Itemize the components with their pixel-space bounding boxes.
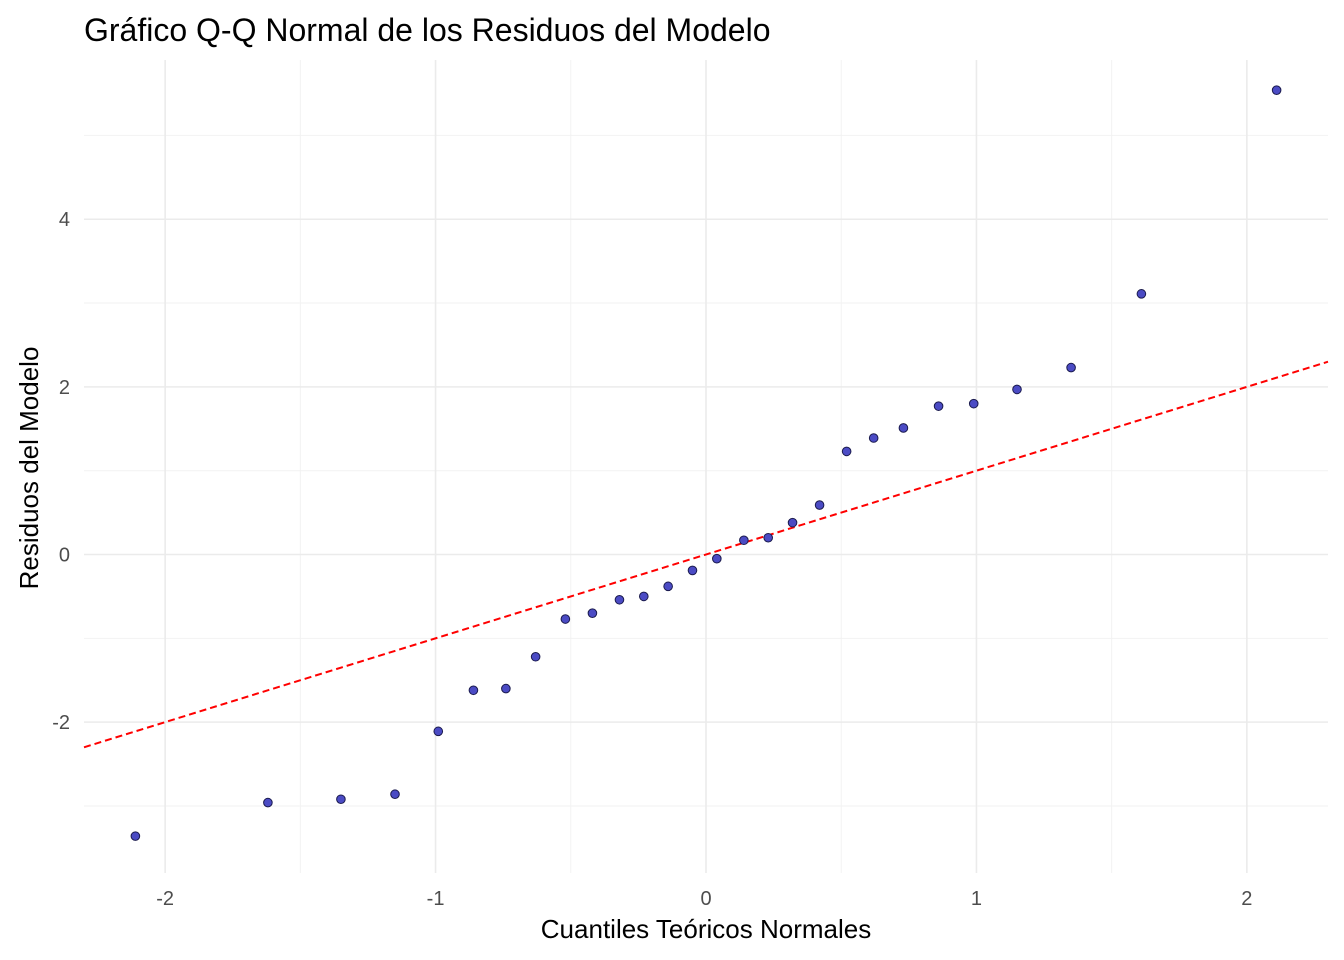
x-tick-label: -1 — [427, 888, 445, 910]
data-point — [763, 532, 774, 543]
data-point — [614, 594, 625, 605]
data-point — [468, 685, 479, 696]
x-tick-label: -2 — [156, 888, 174, 910]
data-point — [933, 401, 944, 411]
reference-line-group — [83, 360, 1329, 749]
x-axis-title: Cuantiles Teóricos Normales — [541, 914, 871, 944]
y-axis-ticks: -2 0 2 4 — [52, 209, 70, 734]
data-point — [868, 433, 879, 443]
x-tick-label: 2 — [1241, 888, 1252, 910]
data-points — [130, 85, 1282, 841]
data-point — [530, 651, 541, 662]
data-point — [390, 789, 400, 800]
y-axis-title: Residuos del Modelo — [14, 347, 44, 590]
data-point — [639, 591, 649, 602]
y-tick-label: 4 — [59, 209, 70, 231]
data-point — [841, 446, 852, 457]
data-point — [663, 581, 673, 592]
data-point — [787, 517, 798, 528]
data-point — [898, 423, 909, 433]
data-point — [587, 608, 598, 618]
data-point — [1012, 384, 1022, 395]
x-tick-label: 0 — [700, 888, 711, 910]
data-point — [687, 565, 698, 576]
data-point — [263, 797, 273, 808]
reference-line — [83, 360, 1329, 749]
chart-title: Gráfico Q-Q Normal de los Residuos del M… — [84, 12, 771, 48]
y-tick-label: -2 — [52, 712, 70, 734]
x-axis-ticks: -2 -1 0 1 2 — [156, 888, 1252, 910]
data-point — [501, 683, 511, 694]
x-tick-label: 1 — [971, 888, 982, 910]
data-point — [1066, 362, 1076, 373]
y-tick-label: 0 — [59, 545, 70, 567]
data-point — [814, 500, 825, 510]
major-gridlines — [84, 60, 1328, 873]
data-point — [739, 535, 749, 546]
data-point — [560, 614, 571, 624]
data-point — [968, 398, 979, 409]
data-point — [433, 726, 444, 737]
data-point — [130, 831, 141, 841]
data-point — [712, 553, 722, 564]
data-point — [1271, 85, 1282, 95]
y-tick-label: 2 — [59, 377, 70, 399]
data-point — [1136, 289, 1147, 299]
data-point — [336, 794, 346, 805]
